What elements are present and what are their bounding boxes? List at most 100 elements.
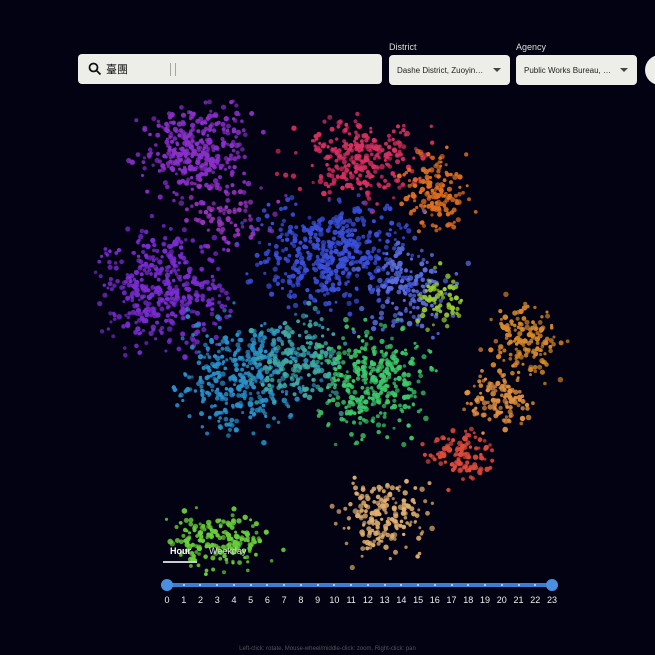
data-point xyxy=(327,198,331,202)
data-point xyxy=(206,134,210,137)
data-point xyxy=(220,136,225,142)
data-point xyxy=(409,257,414,261)
data-point xyxy=(185,307,191,312)
data-point xyxy=(142,127,148,133)
data-point xyxy=(376,397,382,404)
data-point xyxy=(211,278,216,283)
data-point xyxy=(224,290,229,296)
data-point xyxy=(187,295,194,301)
time-slider-start-handle[interactable] xyxy=(161,579,173,591)
data-point xyxy=(417,369,422,374)
data-point xyxy=(363,399,369,405)
data-point xyxy=(369,289,375,295)
data-point xyxy=(507,329,512,334)
data-point xyxy=(298,265,303,270)
data-point xyxy=(508,405,513,410)
data-point xyxy=(97,259,102,264)
data-point xyxy=(534,326,539,331)
search-input[interactable] xyxy=(106,62,166,76)
data-point xyxy=(206,146,211,152)
data-point xyxy=(221,519,226,524)
data-point xyxy=(107,264,113,270)
data-point xyxy=(111,334,116,339)
data-point xyxy=(178,392,184,398)
data-point xyxy=(350,186,355,191)
data-point xyxy=(97,301,103,307)
data-point xyxy=(179,240,184,245)
data-point xyxy=(186,543,193,550)
data-point xyxy=(280,342,285,346)
data-point xyxy=(405,521,410,525)
slider-tick-label: 1 xyxy=(181,595,187,605)
data-point xyxy=(419,272,424,277)
data-point xyxy=(98,274,103,279)
data-point xyxy=(401,128,406,133)
data-point xyxy=(202,527,207,532)
data-point xyxy=(297,369,301,373)
data-point xyxy=(430,213,434,217)
data-point xyxy=(369,183,373,188)
data-point xyxy=(316,257,321,262)
data-point xyxy=(434,282,440,287)
agency-select[interactable]: Public Works Bureau, E... xyxy=(516,55,637,85)
data-point xyxy=(417,508,421,512)
data-point xyxy=(311,242,316,247)
data-point xyxy=(393,238,397,242)
time-slider-end-handle[interactable] xyxy=(546,579,558,591)
data-point xyxy=(409,435,414,441)
data-point xyxy=(389,485,395,491)
data-point xyxy=(374,154,378,158)
data-point xyxy=(243,371,248,376)
data-point xyxy=(187,375,192,380)
data-point xyxy=(393,253,399,259)
data-point xyxy=(419,323,425,329)
data-point xyxy=(385,435,390,440)
data-point xyxy=(266,283,272,289)
data-point xyxy=(106,327,110,331)
data-point xyxy=(398,152,403,157)
data-point xyxy=(328,255,332,259)
data-point xyxy=(269,291,275,297)
data-point xyxy=(402,532,406,537)
data-point xyxy=(179,245,184,250)
tab-weekday[interactable]: Weekday xyxy=(209,546,247,556)
data-point xyxy=(181,398,185,403)
data-point xyxy=(319,250,325,257)
district-select[interactable]: Dashe District, Zuoying ... xyxy=(389,55,510,85)
data-point xyxy=(422,452,427,457)
tab-hour[interactable]: Hour xyxy=(170,546,191,556)
data-point xyxy=(282,206,287,211)
data-point xyxy=(381,534,385,538)
data-point xyxy=(264,369,270,375)
data-point xyxy=(441,317,447,323)
data-point xyxy=(442,436,446,441)
data-point xyxy=(107,259,112,265)
data-point xyxy=(378,322,383,327)
data-point xyxy=(215,314,221,320)
data-point xyxy=(112,317,117,321)
data-point xyxy=(379,497,384,502)
data-point xyxy=(189,344,195,350)
data-point xyxy=(371,219,376,224)
data-point xyxy=(366,233,372,239)
data-point xyxy=(185,540,190,545)
data-point xyxy=(102,292,108,298)
data-point xyxy=(165,137,170,141)
time-slider-track[interactable] xyxy=(167,583,552,587)
data-point xyxy=(379,349,384,354)
data-point xyxy=(319,378,324,383)
data-point xyxy=(191,111,196,117)
data-point xyxy=(191,139,196,144)
data-point xyxy=(401,144,407,150)
extra-control-button[interactable] xyxy=(645,55,655,85)
data-point xyxy=(520,394,525,399)
data-point xyxy=(382,265,386,270)
data-point xyxy=(198,534,204,539)
data-point xyxy=(218,524,223,529)
data-point xyxy=(180,146,185,151)
data-point xyxy=(235,150,240,155)
data-point xyxy=(154,267,159,272)
search-bar[interactable] xyxy=(78,54,382,84)
data-point xyxy=(163,126,169,132)
